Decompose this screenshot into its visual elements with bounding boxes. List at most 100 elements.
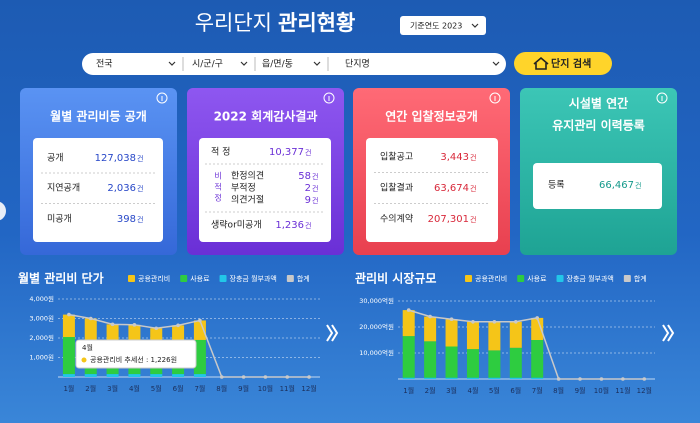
row-unit: 건 (305, 221, 311, 230)
legend-label: 합계 (634, 274, 647, 283)
line-point (599, 377, 604, 381)
y-tick-label: 20,000억원 (359, 322, 394, 331)
x-tick-label: 6월 (510, 386, 521, 395)
card-title: 연간 입찰정보공개 (385, 109, 478, 124)
bar-segment (84, 374, 97, 377)
total-line (408, 309, 645, 380)
next-arrow[interactable] (662, 324, 675, 342)
info-icon[interactable] (489, 92, 501, 104)
row-unit: 건 (470, 153, 476, 162)
bar-segment (424, 377, 437, 379)
line-point (621, 377, 625, 381)
next-arrow[interactable] (326, 324, 339, 342)
year-select[interactable] (400, 16, 486, 35)
row-value: 127,038 (95, 153, 136, 164)
card-title: 시설별 연간 (569, 96, 628, 111)
bar-segment (531, 377, 544, 379)
legend-label: 공용관리비 (475, 274, 507, 283)
line-point (67, 312, 71, 317)
row-label: 적 정 (211, 146, 230, 158)
bar-segment (193, 374, 206, 377)
legend-swatch (128, 275, 135, 282)
y-tick-label: 4,000원 (29, 294, 54, 303)
legend-swatch (219, 275, 227, 282)
legend-label: 장충금 월부과액 (230, 274, 277, 283)
filter-city[interactable]: 시/군/구 (192, 59, 223, 70)
filter-town[interactable]: 읍/면/동 (262, 59, 293, 70)
row-unit: 건 (312, 172, 318, 181)
row-unit: 건 (137, 154, 143, 163)
card-title: 2022 회계감사결과 (214, 109, 318, 124)
legend-swatch (180, 275, 188, 282)
legend-swatch (465, 275, 472, 282)
legend-label: 공용관리비 (138, 274, 170, 283)
row-unit: 건 (635, 181, 641, 190)
side-handle[interactable] (0, 201, 6, 221)
home-icon (533, 56, 549, 70)
info-icon[interactable] (323, 92, 335, 104)
x-tick-label: 5월 (489, 386, 500, 395)
bar-segment (150, 374, 163, 377)
x-tick-label: 7월 (194, 384, 205, 393)
legend-label: 사용료 (527, 274, 547, 283)
title-bold: 관리현황 (278, 11, 355, 35)
bar-segment (193, 320, 206, 340)
legend-swatch (556, 275, 564, 282)
line-point (642, 377, 647, 381)
line-point (198, 318, 202, 323)
x-tick-label: 4월 (129, 384, 140, 393)
bar-segment (172, 374, 185, 377)
x-tick-label: 9월 (238, 384, 249, 393)
card-panel (33, 138, 163, 242)
row-label: 의견거절 (231, 194, 264, 206)
row-unit: 건 (137, 184, 143, 193)
chart-title: 월별 관리비 단가 (18, 271, 104, 286)
bar-segment (466, 349, 479, 378)
row-value: 1,236 (275, 220, 304, 231)
legend-label: 합계 (297, 274, 310, 283)
line-point (428, 314, 432, 319)
x-tick-label: 1월 (403, 386, 414, 395)
info-icon[interactable] (656, 92, 668, 104)
x-tick-label: 1월 (63, 384, 74, 393)
row-unit: 건 (470, 184, 476, 193)
line-point (535, 316, 540, 320)
tooltip (75, 339, 197, 369)
line-point (492, 320, 497, 324)
bar-segment (509, 347, 522, 378)
bar-segment (531, 317, 544, 340)
bar-segment (488, 321, 501, 351)
bar-segment (62, 314, 75, 338)
row-label: 생략or미공개 (211, 219, 262, 231)
row-value: 9 (305, 195, 311, 206)
line-point (307, 375, 311, 379)
row-unit: 건 (312, 184, 318, 193)
row-value: 2 (305, 183, 311, 194)
bar-segment (445, 319, 458, 347)
info-icon[interactable] (156, 92, 168, 104)
bar-segment (106, 324, 119, 344)
x-tick-label: 11월 (280, 384, 295, 393)
row-unit: 건 (305, 148, 311, 157)
tooltip-dot (81, 357, 87, 363)
y-tick-label: 2,000원 (29, 333, 54, 342)
title-light: 우리단지 (195, 11, 272, 35)
x-tick-label: 10월 (258, 384, 273, 393)
row-value: 398 (117, 214, 136, 225)
row-label: 지연공개 (47, 183, 80, 194)
x-tick-label: 12월 (637, 386, 652, 395)
filter-region[interactable]: 전국 (96, 59, 113, 70)
filter-complex[interactable]: 단지명 (345, 59, 370, 70)
row-label: 수의계약 (380, 213, 413, 225)
x-tick-label: 12월 (301, 384, 316, 393)
legend-label: 장충금 월부과액 (567, 274, 614, 283)
bar-segment (445, 377, 458, 379)
line-point (263, 375, 268, 379)
bar-segment (402, 377, 415, 379)
search-button-text[interactable]: 단지 검색 (551, 57, 591, 70)
dropdown-caret (471, 23, 479, 28)
x-tick-label: 7월 (532, 386, 543, 395)
bar-segment (402, 336, 415, 378)
bar-segment (509, 321, 522, 348)
